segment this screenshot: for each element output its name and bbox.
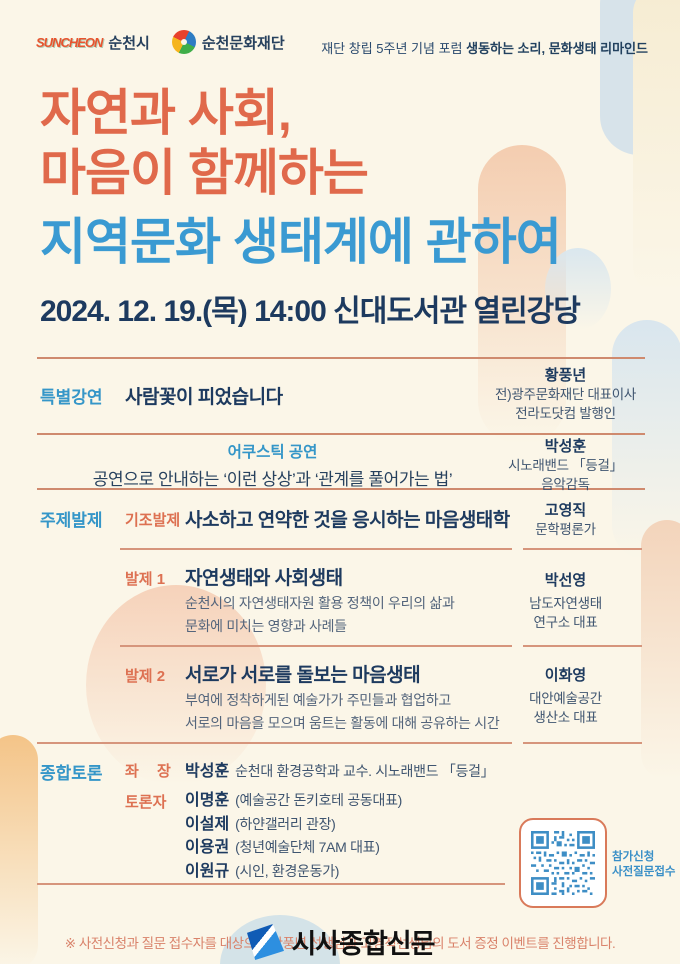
speaker-name: 박성훈 [544,438,587,455]
speaker-affiliation: 전)광주문화재단 대표이사 [495,387,636,402]
divider [37,742,512,744]
poster-title-line1: 자연과 사회, [40,85,292,141]
acoustic-label: 어쿠스틱 공연 [227,444,318,461]
panelist-name: 이용권 [185,839,230,856]
divider [37,357,645,359]
presentation1-desc: 문화에 미치는 영향과 사례들 [185,618,347,634]
presentation1-tag: 발제 1 [125,571,166,588]
panelist-name: 이원규 [185,862,230,880]
presentation2-desc: 부여에 정착하게된 예술가가 주민들과 협업하고 [185,692,451,708]
city-logo-label: 순천시 [108,34,150,52]
section-label-theme: 주제발제 [40,511,103,530]
decor-blob [86,585,266,785]
city-logo-mark-icon: SUNCHEON [36,34,103,50]
divider [37,488,645,490]
decor-blob [545,248,611,330]
panelist-list: 이명훈 (예술공간 돈키호테 공동대표) 이설제 (하얀갤러리 관장) 이용권 (청년… [185,789,402,883]
speaker-special-lecture: 황풍년 전)광주문화재단 대표이사 전라도닷컴 발행인 [478,366,653,423]
presentation1-title: 자연생태와 사회생태 [185,568,343,589]
panelist-desc: (예술공간 돈키호테 공동대표) [235,792,403,808]
suncheon-city-logo: SUNCHEON 순천시 [36,32,150,53]
watermark: 시사종합신문 [0,922,680,961]
divider [120,548,512,550]
watermark-logo-icon [244,923,285,961]
presentation2-tag: 발제 2 [125,668,166,685]
event-datetime-venue: 2024. 12. 19.(목) 14:00 신대도서관 열린강당 [40,295,581,328]
section-label-discussion: 종합토론 [40,764,103,783]
panelist-row: 이명훈 (예술공간 돈키호테 공동대표) [185,789,402,813]
panelist-row: 이원규 (시인, 환경운동가) [185,860,402,884]
panelist-desc: (시인, 환경운동가) [235,862,340,879]
suncheon-foundation-logo: 순천문화재단 [171,30,285,54]
speaker-name: 이화영 [544,667,587,684]
section-label-special-lecture: 특별강연 [40,388,103,407]
speaker-name: 박선영 [544,572,587,589]
qr-code [519,818,607,908]
panelist-row: 이설제 (하얀갤러리 관장) [185,813,402,837]
keynote-tag: 기조발제 [125,512,181,529]
chair-name: 박성훈 [185,763,230,780]
speaker-acoustic: 박성훈 시노래밴드 「등걸」 음악감독 [478,437,653,494]
speaker-affiliation: 남도자연생태 [529,596,602,611]
forum-subtitle: 재단 창립 5주년 기념 포럼 생동하는 소리, 문화생태 리마인드 [321,38,648,57]
decor-blob [633,0,680,295]
forum-subtitle-title: 생동하는 소리, 문화생태 리마인드 [466,41,648,56]
divider [523,645,642,647]
divider [37,883,505,885]
acoustic-performance-block: 어쿠스틱 공연 공연으로 안내하는 ‘이런 상상’과 ‘관계를 풀어가는 법’ [40,440,505,490]
panel-tag: 토론자 [125,794,167,811]
speaker-name: 황풍년 [544,367,587,384]
panelist-name: 이설제 [185,815,230,833]
presentation2-title: 서로가 서로를 돌보는 마음생태 [185,665,421,686]
divider [523,742,642,744]
speaker-affiliation: 문학평론가 [535,522,596,537]
presentation2-desc: 서로의 마음을 모으며 움트는 활동에 대해 공유하는 시간 [185,715,500,731]
qr-caption: 참가신청 사전질문접수 [612,850,675,880]
qr-code-icon [531,831,595,895]
chair-tag: 좌 장 [125,763,171,780]
panelist-row: 이용권 (청년예술단체 7AM 대표) [185,836,402,860]
chair-desc: 순천대 환경공학과 교수. 시노래밴드 「등걸」 [235,763,495,779]
footer-note: ※ 사전신청과 질문 접수자를 대상으로 황풍년 선생님과 고영직선생님의 도서… [64,936,616,951]
speaker-presentation2: 이화영 대안예술공간 생산소 대표 [478,666,653,727]
qr-caption-line1: 참가신청 [612,851,655,863]
speaker-affiliation: 전라도닷컴 발행인 [515,406,616,421]
decor-blob [641,520,680,780]
speaker-presentation1: 박선영 남도자연생태 연구소 대표 [478,571,653,632]
header-logos: SUNCHEON 순천시 순천문화재단 [36,30,285,54]
speaker-name: 고영직 [544,502,587,519]
qr-caption-line2: 사전질문접수 [612,866,676,878]
keynote-title: 사소하고 연약한 것을 응시하는 마음생태학 [185,510,510,531]
speaker-affiliation: 시노래밴드 「등걸」 [508,458,623,473]
acoustic-title: 공연으로 안내하는 ‘이런 상상’과 ‘관계를 풀어가는 법’ [92,470,453,489]
presentation1-desc: 순천시의 자연생태자원 활용 정책이 우리의 삶과 [185,595,455,611]
chair-row: 박성훈 순천대 환경공학과 교수. 시노래밴드 「등걸」 [185,757,495,781]
special-lecture-title: 사람꽃이 피었습니다 [125,387,283,408]
watermark-text: 시사종합신문 [291,929,435,959]
decor-blob [0,735,38,964]
panelist-desc: (청년예술단체 7AM 대표) [235,839,380,855]
speaker-keynote: 고영직 문학평론가 [478,501,653,539]
panelist-name: 이명훈 [185,792,230,809]
divider [120,645,512,647]
speaker-affiliation: 대안예술공간 [529,691,602,706]
panelist-desc: (하얀갤러리 관장) [235,815,336,832]
pinwheel-icon [171,30,196,54]
speaker-affiliation: 생산소 대표 [533,710,598,725]
divider [37,433,645,435]
divider [523,548,642,550]
speaker-affiliation: 연구소 대표 [533,615,598,630]
poster-title-line2: 마음이 함께하는 [40,145,369,201]
poster-title-line3: 지역문화 생태계에 관하여 [40,214,562,270]
foundation-logo-label: 순천문화재단 [201,34,285,52]
forum-subtitle-label: 재단 창립 5주년 기념 포럼 [321,41,467,56]
speaker-affiliation: 음악감독 [541,477,590,492]
